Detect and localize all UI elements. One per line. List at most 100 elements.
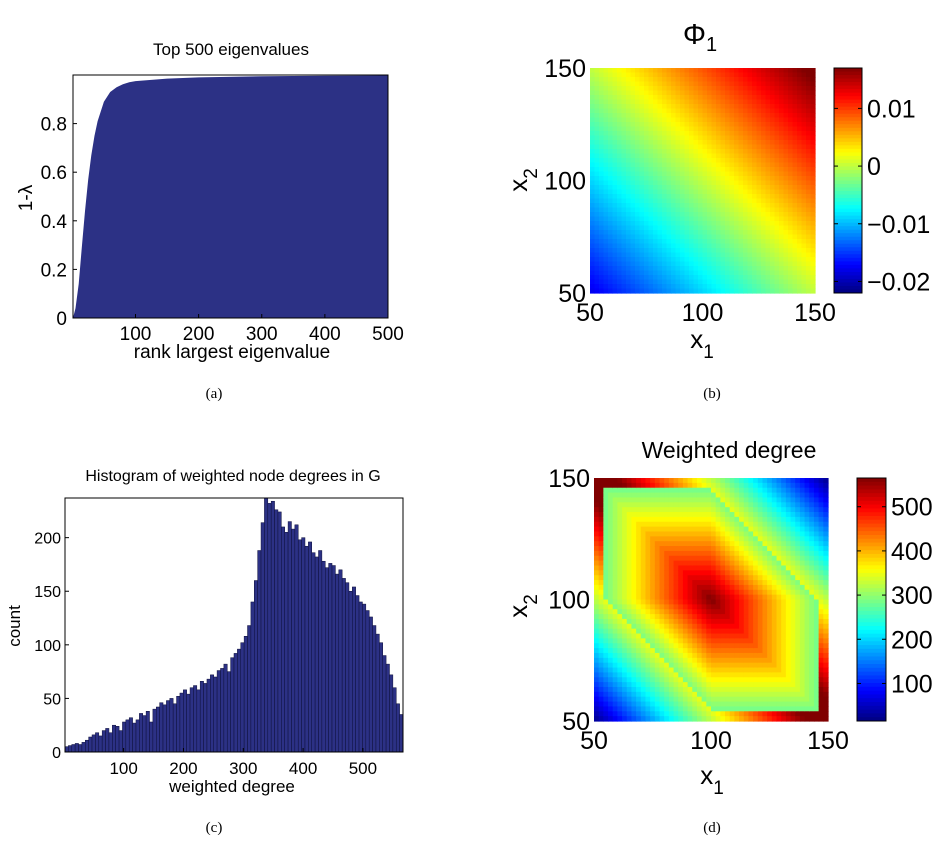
panel-d-heatmap-cell [696, 696, 703, 703]
panel-d-heatmap-cell [767, 507, 773, 513]
panel-d-heatmap-cell [734, 521, 740, 528]
panel-b-xlabel: x1 [690, 324, 714, 363]
panel-d-heatmap-cell [622, 614, 628, 620]
panel-b-heatmap-cell [626, 234, 632, 240]
panel-d-heatmap-cell [729, 550, 735, 557]
panel-d-heatmap-cell [682, 555, 689, 562]
panel-d-heatmap-cell [771, 696, 778, 703]
panel-d-heatmap-cell [785, 623, 792, 630]
panel-d-heatmap-cell [598, 478, 604, 484]
panel-b-heatmap-cell [621, 117, 627, 123]
panel-d-heatmap-cell [673, 633, 679, 639]
panel-b-heatmap-cell [603, 180, 609, 186]
panel-d-heatmap-cell [785, 643, 792, 649]
panel-b-heatmap-cell [729, 153, 735, 159]
panel-b-heatmap-cell [729, 288, 735, 294]
panel-d-heatmap-cell [729, 580, 735, 586]
panel-b-heatmap-cell [761, 257, 767, 263]
panel-d-heatmap-cell [664, 662, 670, 669]
panel-b-heatmap-cell [702, 239, 708, 245]
panel-d-heatmap-cell [612, 507, 618, 513]
panel-b-heatmap-cell [801, 117, 807, 123]
panel-b-heatmap-cell [702, 198, 708, 204]
panel-b-heatmap-cell [702, 81, 708, 87]
panel-d-heatmap-cell [682, 716, 689, 722]
panel-d-heatmap-cell [603, 555, 609, 562]
panel-b-heatmap-cell [765, 279, 771, 285]
panel-b-heatmap-cell [738, 225, 744, 231]
panel-d-heatmap-cell [711, 604, 717, 610]
panel-b-heatmap-cell [743, 257, 749, 263]
panel-d-heatmap-cell [650, 672, 656, 678]
panel-d-heatmap-cell [594, 652, 600, 659]
panel-d-heatmap-cell [757, 618, 764, 625]
panel-d-heatmap-cell [598, 497, 604, 503]
panel-d-heatmap-cell [781, 507, 787, 513]
panel-b-heatmap-cell [648, 95, 654, 101]
panel-b-heatmap-cell [648, 225, 654, 231]
panel-b-heatmap-cell [747, 171, 753, 177]
panel-b-heatmap-cell [608, 243, 614, 249]
panel-b-heatmap-cell [680, 95, 686, 101]
panel-d-heatmap-cell [640, 716, 647, 722]
panel-d-heatmap-cell [753, 652, 759, 659]
panel-b-heatmap-cell [725, 275, 731, 281]
panel-b-heatmap-cell [797, 207, 803, 213]
panel-b-heatmap-cell [653, 180, 659, 186]
panel-d-heatmap-cell [636, 482, 642, 489]
panel-d-heatmap-cell [701, 686, 707, 693]
panel-b-heatmap-cell [648, 131, 654, 137]
panel-b-heatmap-cell [738, 122, 744, 128]
panel-b-heatmap-cell [711, 234, 717, 240]
panel-b-heatmap-cell [788, 194, 794, 200]
panel-d-heatmap-cell [636, 677, 642, 683]
panel-d-heatmap-cell [645, 541, 651, 547]
panel-d-heatmap-cell [654, 531, 661, 537]
panel-b-heatmap-cell [630, 216, 636, 222]
panel-b-heatmap-cell [761, 135, 767, 141]
panel-b-heatmap-cell [657, 135, 663, 141]
panel-b-heatmap-cell [716, 153, 722, 159]
panel-b-heatmap-cell [648, 140, 654, 146]
panel-b-heatmap-cell [734, 99, 740, 105]
panel-d-heatmap-cell [785, 633, 792, 639]
panel-d-heatmap-cell [701, 570, 707, 576]
panel-d-heatmap-cell [785, 638, 792, 644]
panel-b-heatmap-cell [684, 171, 690, 177]
panel-d-heatmap-cell [781, 716, 787, 722]
panel-d-heatmap-cell [706, 580, 712, 586]
panel-b-heatmap-cell [644, 230, 650, 236]
panel-d-heatmap-cell [617, 570, 623, 576]
panel-d-heatmap-cell [743, 648, 750, 654]
panel-d-heatmap-cell [715, 604, 721, 610]
panel-c-bar [162, 704, 167, 753]
panel-d-heatmap-cell [692, 667, 698, 673]
panel-d-heatmap-cell [594, 550, 600, 557]
panel-d-heatmap-cell [799, 487, 806, 494]
panel-d-heatmap-cell [678, 516, 684, 523]
panel-b-heatmap-cell [662, 248, 668, 254]
panel-d-heatmap-cell [799, 555, 806, 562]
panel-d-heatmap-cell [748, 521, 754, 528]
panel-b-heatmap-cell [716, 122, 722, 128]
panel-b-heatmap-cell [621, 167, 627, 173]
panel-b-heatmap-cell [774, 140, 780, 146]
panel-b-heatmap-cell [635, 194, 641, 200]
panel-b-heatmap-cell [702, 86, 708, 92]
panel-d-heatmap-cell [767, 560, 773, 567]
panel-d-heatmap-cell [701, 609, 707, 615]
panel-a: Top 500 eigenvalues 100 200 300 400 500 00.2… [16, 40, 404, 402]
panel-b-heatmap-cell [662, 225, 668, 231]
panel-b-heatmap-cell [639, 77, 645, 83]
panel-b-heatmap-cell [590, 176, 596, 182]
panel-b-heatmap-cell [693, 86, 699, 92]
panel-d-heatmap-cell [715, 672, 721, 678]
panel-b-heatmap-cell [783, 68, 789, 74]
panel-d-heatmap-cell [701, 628, 707, 635]
panel-d-heatmap-cell [617, 662, 623, 669]
panel-d-heatmap-cell [687, 502, 693, 508]
panel-b-heatmap-cell [626, 203, 632, 209]
panel-b-heatmap-cell [788, 171, 794, 177]
panel-b-heatmap-cell [716, 261, 722, 267]
panel-b-heatmap-cell [707, 194, 713, 200]
